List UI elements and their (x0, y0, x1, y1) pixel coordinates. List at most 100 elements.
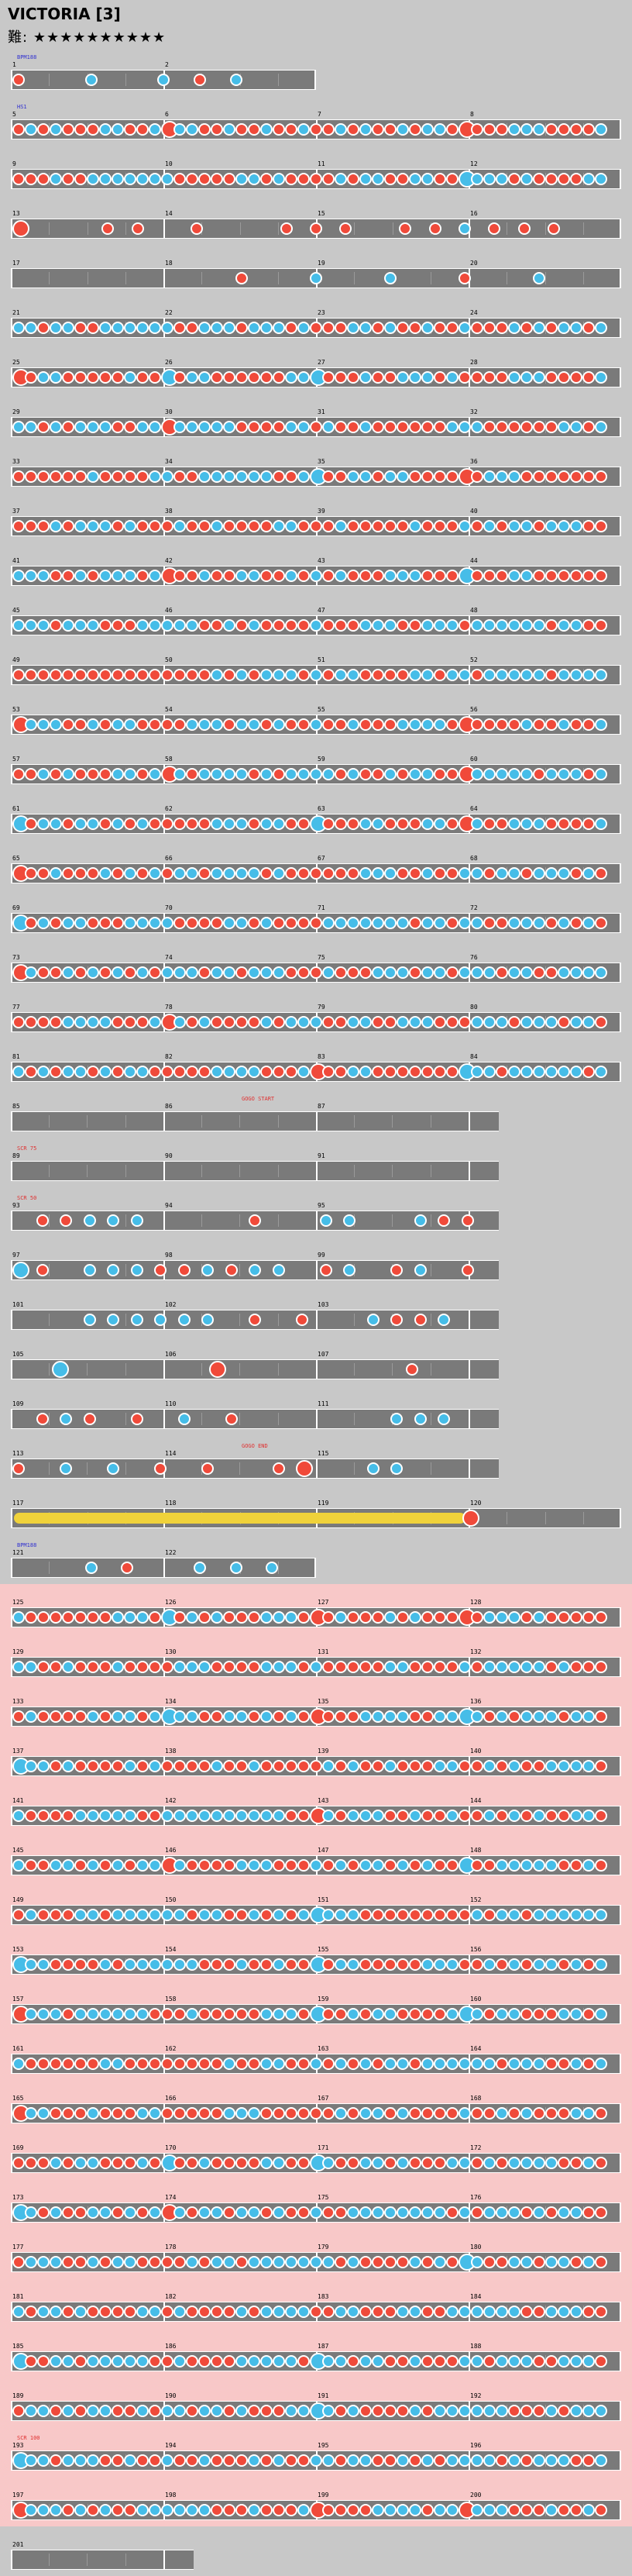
measure-number: 132 (470, 1648, 482, 1655)
ka-note (545, 2405, 558, 2417)
ka-note (223, 867, 235, 880)
don-note (397, 520, 409, 532)
beat-line (125, 272, 126, 284)
beat-line (125, 222, 126, 235)
ka-note (372, 966, 384, 979)
ka-note (438, 1314, 450, 1326)
don-note (99, 2306, 112, 2318)
don-note (74, 371, 87, 384)
ka-note (248, 966, 260, 979)
don-note (471, 1760, 483, 1772)
don-note (297, 1760, 310, 1772)
ka-note (297, 1016, 310, 1028)
don-note (62, 123, 74, 136)
don-note (359, 768, 372, 780)
ka-note (390, 1413, 403, 1425)
don-note (359, 1958, 372, 1971)
ka-note (149, 2504, 161, 2516)
don-note (397, 1611, 409, 1624)
beat-line (125, 1314, 126, 1326)
ka-note (173, 1810, 186, 1822)
measure-line (620, 1757, 621, 1775)
ka-note (273, 520, 285, 532)
don-note (260, 2504, 273, 2516)
don-note (421, 2157, 434, 2169)
ka-note (285, 1661, 297, 1673)
ka-note (434, 917, 446, 929)
ka-note (558, 2008, 570, 2020)
measure-number: 147 (318, 1847, 329, 1854)
ka-note (397, 1661, 409, 1673)
ka-note (434, 966, 446, 979)
don-note (434, 867, 446, 880)
don-note (434, 520, 446, 532)
measure-number: 192 (470, 2392, 482, 2399)
measure-line (11, 2402, 12, 2420)
don-note (136, 470, 149, 483)
don-note (12, 470, 25, 483)
don-note (260, 718, 273, 731)
ka-note (359, 470, 372, 483)
measure-number: 69 (12, 904, 20, 911)
measure-number: 118 (165, 1500, 177, 1507)
ka-note (384, 1710, 397, 1723)
ka-note (248, 1760, 260, 1772)
ka-note (50, 2008, 62, 2020)
ka-note (211, 520, 223, 532)
ka-note (459, 421, 471, 433)
chart-row: 73 74 75 76 (0, 939, 632, 989)
ka-note (508, 917, 520, 929)
don-note (335, 1810, 347, 1822)
don-note (223, 2008, 235, 2020)
don-note (149, 1066, 161, 1078)
ka-note (74, 570, 87, 582)
measure-number: 38 (165, 508, 173, 515)
don-note (273, 2504, 285, 2516)
note-track (11, 2450, 621, 2471)
ka-note (136, 1859, 149, 1872)
measure-line (163, 1112, 165, 1131)
don-note (198, 619, 211, 632)
don-note (112, 2107, 124, 2120)
ka-note (124, 570, 136, 582)
ka-note (421, 2206, 434, 2219)
measure-line (620, 963, 621, 982)
measure-number: 80 (470, 1004, 478, 1011)
chart-row: 149 150 151 152 (0, 1882, 632, 1931)
don-note (322, 470, 335, 483)
ka-note (582, 2256, 595, 2268)
don-note (273, 2107, 285, 2120)
measure-line (11, 2352, 12, 2371)
ka-note (595, 1958, 607, 1971)
ka-note (99, 2058, 112, 2070)
ka-note (384, 2058, 397, 2070)
ka-note (446, 1760, 459, 1772)
ka-note (533, 867, 545, 880)
don-note (421, 1611, 434, 1624)
ka-note (173, 1710, 186, 1723)
don-note (518, 222, 531, 235)
don-note (397, 867, 409, 880)
ka-note (570, 1066, 582, 1078)
don-note (570, 718, 582, 731)
ka-note (359, 818, 372, 830)
ka-note (409, 768, 421, 780)
ka-note (74, 1066, 87, 1078)
don-note (50, 1611, 62, 1624)
don-note (12, 1710, 25, 1723)
ka-note (136, 619, 149, 632)
ka-note (211, 322, 223, 334)
ka-note (483, 2058, 496, 2070)
ka-note (186, 966, 198, 979)
measure-line (11, 368, 12, 387)
chart-row: 13 14 15 16 (0, 195, 632, 245)
don-note (99, 1661, 112, 1673)
don-note (186, 2454, 198, 2467)
measure-line (620, 567, 621, 585)
ka-note (545, 2306, 558, 2318)
ka-note (230, 74, 242, 86)
don-note (595, 867, 607, 880)
don-note (558, 173, 570, 185)
measure-line (620, 1608, 621, 1627)
measure-number: 107 (318, 1351, 329, 1358)
